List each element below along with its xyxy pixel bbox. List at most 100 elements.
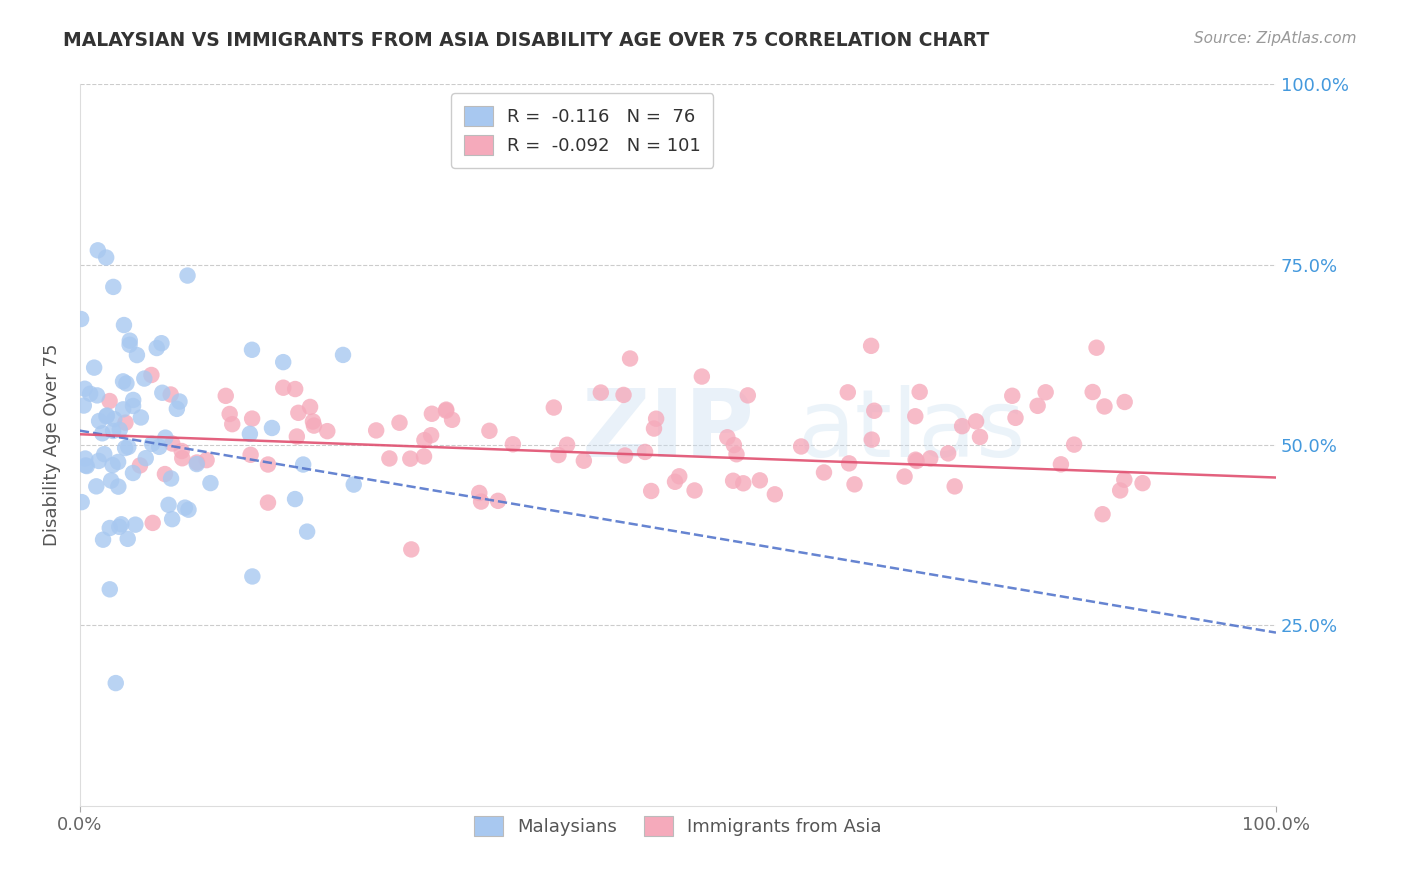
Point (108, 520, 131, 534)
Text: Source: ZipAtlas.com: Source: ZipAtlas.com (1194, 31, 1357, 46)
Point (122, 392, 145, 407)
Point (420, 428, 443, 442)
Y-axis label: Disability Age Over 75: Disability Age Over 75 (44, 343, 60, 546)
Point (108, 423, 131, 437)
Point (645, 411, 668, 425)
Point (76, 458, 98, 473)
Point (103, 280, 125, 294)
Point (965, 414, 987, 428)
Point (413, 433, 436, 447)
Point (748, 474, 770, 488)
Point (129, 458, 152, 473)
Point (1132, 476, 1154, 491)
Point (572, 453, 595, 467)
Point (904, 409, 927, 424)
Point (844, 477, 866, 491)
Point (1050, 458, 1073, 472)
Point (366, 424, 388, 438)
Point (148, 440, 170, 454)
Point (135, 451, 157, 466)
Point (260, 421, 283, 435)
Point (115, 376, 138, 391)
Point (683, 483, 706, 498)
Point (73, 382, 96, 396)
Point (664, 475, 686, 489)
Point (176, 268, 198, 283)
Point (413, 450, 436, 464)
Point (668, 469, 690, 483)
Point (813, 466, 835, 480)
Point (150, 385, 173, 400)
Point (943, 479, 966, 493)
Point (860, 433, 883, 447)
Point (239, 426, 262, 441)
Point (640, 483, 662, 498)
Point (285, 429, 308, 443)
Point (150, 336, 173, 351)
Point (716, 430, 738, 444)
Point (91, 426, 114, 441)
Point (240, 411, 263, 425)
Point (1091, 507, 1114, 521)
Point (101, 458, 124, 472)
Point (1081, 384, 1104, 399)
Point (98, 521, 121, 535)
Point (950, 419, 973, 434)
Point (643, 421, 665, 435)
Point (86, 479, 108, 493)
Point (1094, 400, 1116, 414)
Point (70, 495, 93, 509)
Point (486, 493, 509, 508)
Point (104, 676, 127, 690)
Point (112, 402, 135, 417)
Point (863, 403, 886, 417)
Point (284, 382, 307, 396)
Point (107, 480, 129, 494)
Point (174, 500, 197, 515)
Point (257, 495, 280, 509)
Point (420, 407, 443, 421)
Point (125, 348, 148, 362)
Point (118, 334, 141, 348)
Point (838, 456, 860, 470)
Point (271, 355, 294, 369)
Point (332, 348, 354, 362)
Point (200, 476, 222, 491)
Point (399, 451, 422, 466)
Point (502, 437, 524, 451)
Point (87, 454, 110, 468)
Point (690, 369, 713, 384)
Point (83, 360, 105, 375)
Point (1109, 483, 1132, 498)
Point (166, 401, 188, 416)
Point (153, 467, 176, 481)
Point (555, 438, 578, 452)
Point (155, 431, 177, 445)
Point (75, 458, 97, 473)
Point (129, 410, 152, 425)
Point (295, 524, 318, 539)
Point (721, 474, 744, 488)
Point (96, 409, 118, 424)
Point (112, 318, 135, 332)
Point (614, 449, 637, 463)
Point (302, 415, 325, 429)
Point (284, 491, 307, 506)
Point (91, 533, 114, 547)
Point (1114, 473, 1136, 487)
Point (790, 440, 813, 454)
Point (1001, 389, 1024, 403)
Text: atlas: atlas (797, 384, 1026, 476)
Point (169, 394, 191, 409)
Point (157, 498, 180, 512)
Point (117, 532, 139, 546)
Point (98, 582, 121, 597)
Point (142, 516, 165, 530)
Point (763, 487, 786, 501)
Point (103, 412, 125, 426)
Point (388, 416, 411, 430)
Point (110, 517, 132, 532)
Point (141, 368, 163, 382)
Point (920, 451, 942, 466)
Point (114, 441, 136, 455)
